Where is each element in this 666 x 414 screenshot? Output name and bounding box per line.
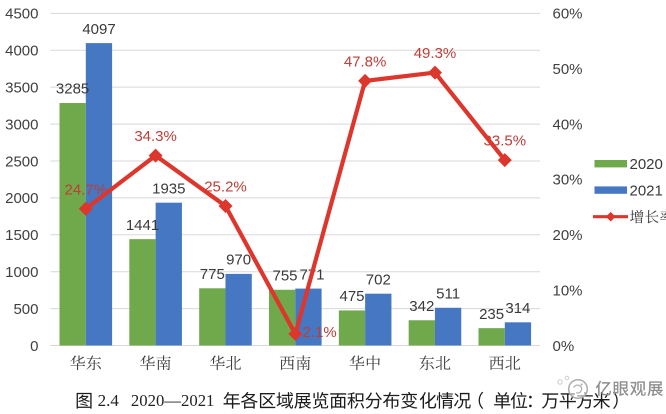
svg-text:3000: 3000 (5, 116, 38, 133)
svg-text:4000: 4000 (5, 43, 38, 60)
svg-text:47.8%: 47.8% (344, 54, 387, 71)
svg-text:970: 970 (226, 252, 251, 269)
svg-text:1500: 1500 (5, 227, 38, 244)
svg-text:40%: 40% (553, 116, 583, 133)
svg-text:25.2%: 25.2% (204, 179, 247, 196)
svg-text:50%: 50% (553, 61, 583, 78)
svg-text:1935: 1935 (152, 180, 185, 197)
svg-text:0%: 0% (553, 338, 575, 355)
svg-text:24.7%: 24.7% (65, 181, 108, 198)
svg-text:4097: 4097 (82, 21, 115, 38)
svg-text:2020: 2020 (630, 156, 663, 173)
svg-text:235: 235 (479, 306, 504, 323)
svg-text:2020—2021: 2020—2021 (131, 391, 215, 410)
svg-text:34.3%: 34.3% (134, 128, 177, 145)
svg-text:755: 755 (272, 268, 297, 285)
svg-text:2500: 2500 (5, 153, 38, 170)
svg-text:342: 342 (409, 298, 434, 315)
svg-text:2.1%: 2.1% (303, 324, 337, 341)
svg-text:1000: 1000 (5, 264, 38, 281)
svg-text:775: 775 (200, 266, 225, 283)
svg-text:0: 0 (30, 338, 38, 355)
svg-text:4500: 4500 (5, 6, 38, 23)
svg-text:2021: 2021 (630, 183, 663, 200)
svg-text:49.3%: 49.3% (414, 45, 457, 62)
svg-text:702: 702 (366, 271, 391, 288)
svg-text:60%: 60% (553, 6, 583, 23)
svg-text:500: 500 (13, 301, 38, 318)
svg-text:2.4: 2.4 (98, 391, 120, 410)
svg-text:3285: 3285 (56, 81, 89, 98)
svg-text:10%: 10% (553, 282, 583, 299)
svg-text:475: 475 (339, 288, 364, 305)
svg-text:3500: 3500 (5, 80, 38, 97)
svg-text:314: 314 (505, 300, 530, 317)
svg-text:20%: 20% (553, 227, 583, 244)
svg-text:511: 511 (436, 286, 460, 303)
svg-text:2000: 2000 (5, 190, 38, 207)
svg-text:30%: 30% (553, 172, 583, 189)
svg-text:1441: 1441 (126, 217, 159, 234)
